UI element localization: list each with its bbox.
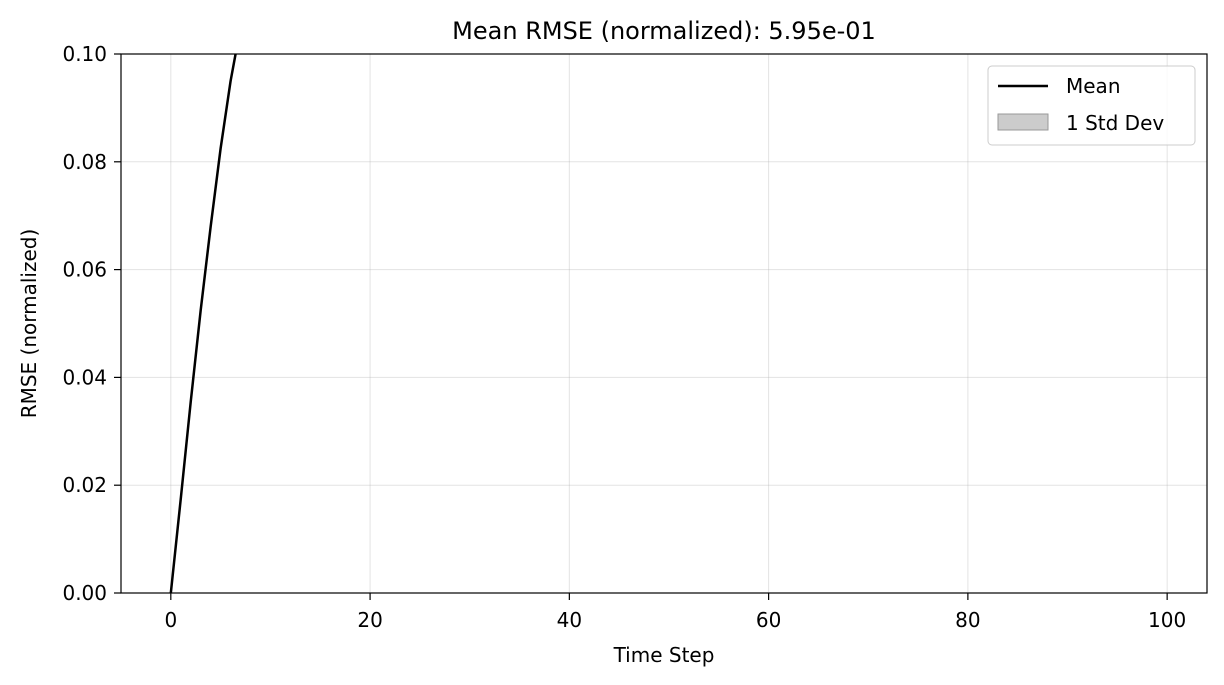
series-layer (169, 53, 237, 594)
y-tick-label: 0.08 (62, 150, 107, 174)
y-axis-label: RMSE (normalized) (17, 229, 41, 419)
y-tick-label: 0.02 (62, 473, 107, 497)
x-tick-label: 100 (1148, 608, 1186, 632)
x-tick-label: 80 (955, 608, 980, 632)
y-axis: 0.00 0.02 0.04 0.06 0.08 0.10 (62, 42, 121, 605)
x-tick-label: 0 (164, 608, 177, 632)
x-tick-label: 40 (557, 608, 582, 632)
x-tick-label: 60 (756, 608, 781, 632)
legend-mean-label: Mean (1066, 74, 1121, 98)
series-line-0 (169, 53, 237, 594)
x-tick-label: 20 (357, 608, 382, 632)
legend-std-swatch (997, 113, 1049, 131)
y-tick-label: 0.04 (62, 365, 107, 389)
plot-frame (120, 53, 1208, 594)
chart-title: Mean RMSE (normalized): 5.95e-01 (452, 17, 876, 45)
x-axis-label: Time Step (613, 643, 715, 667)
y-tick-label: 0.10 (62, 42, 107, 66)
y-tick-label: 0.06 (62, 258, 107, 282)
legend-std-label: 1 Std Dev (1066, 111, 1164, 135)
legend: Mean 1 Std Dev (987, 65, 1196, 146)
x-axis: 0 20 40 60 80 100 (164, 593, 1186, 632)
y-tick-label: 0.00 (62, 581, 107, 605)
